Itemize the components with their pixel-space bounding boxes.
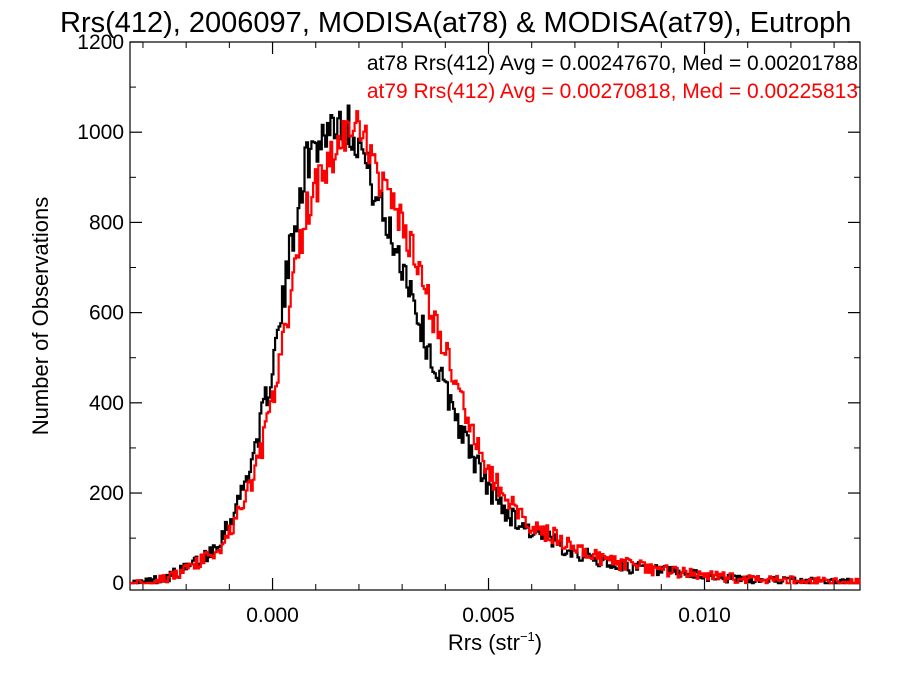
y-tick-label: 1000 xyxy=(77,121,124,144)
x-tick-label: 0.005 xyxy=(462,604,515,627)
plot-frame xyxy=(129,41,861,591)
legend-at79: at79 Rrs(412) Avg = 0.00270818, Med = 0.… xyxy=(367,80,858,103)
series-layer xyxy=(130,104,861,585)
x-axis-label-superscript: −1 xyxy=(520,629,535,644)
y-axis-label: Number of Observations xyxy=(28,197,53,435)
y-tick-label: 1200 xyxy=(77,31,124,54)
y-tick-label: 600 xyxy=(89,302,124,325)
y-axis-ticks: 0 200 400 600 800 1000 1200 xyxy=(77,31,860,595)
y-tick-label: 0 xyxy=(112,572,124,595)
y-tick-label: 800 xyxy=(89,211,124,234)
series-at79-histogram xyxy=(130,110,861,585)
x-tick-label: 0.000 xyxy=(246,604,299,627)
x-axis-label: Rrs (str−1) xyxy=(448,629,542,655)
x-axis-label-main: Rrs (str xyxy=(448,630,520,655)
x-axis-label-close: ) xyxy=(535,630,542,655)
series-at78-histogram xyxy=(130,104,861,585)
y-tick-label: 200 xyxy=(89,482,124,505)
chart-title: Rrs(412), 2006097, MODISA(at78) & MODISA… xyxy=(60,7,851,39)
legend-at78: at78 Rrs(412) Avg = 0.00247670, Med = 0.… xyxy=(367,52,858,75)
x-axis-ticks: 0.000 0.005 0.010 xyxy=(142,42,835,627)
y-tick-label: 400 xyxy=(89,392,124,415)
x-tick-label: 0.010 xyxy=(678,604,731,627)
